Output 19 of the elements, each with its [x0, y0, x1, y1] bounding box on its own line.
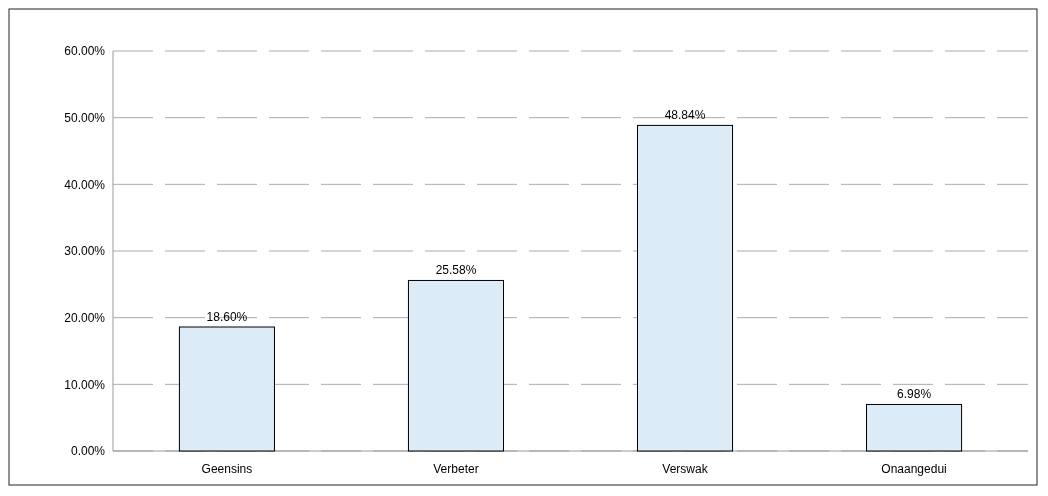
- data-label: 48.84%: [664, 108, 706, 123]
- y-tick-label: 10.00%: [64, 377, 106, 392]
- data-label: 18.60%: [206, 310, 248, 324]
- x-tick-label: Verbeter: [433, 462, 479, 476]
- bar: [407, 279, 505, 452]
- data-label: 6.98%: [897, 387, 932, 402]
- y-tick-label: 50.00%: [64, 110, 106, 125]
- x-tick-label: Onaangedui: [881, 462, 947, 476]
- bar: [636, 124, 734, 452]
- y-tick-label: 30.00%: [64, 244, 106, 259]
- y-tick-label: 0.00%: [70, 444, 106, 459]
- y-tick-label: 20.00%: [64, 310, 106, 325]
- data-label: 25.58%: [435, 263, 477, 278]
- bar: [866, 403, 963, 452]
- x-tick-label: Geensins: [201, 462, 253, 476]
- y-tick-label: 60.00%: [64, 44, 106, 59]
- x-tick-label: Verswak: [662, 462, 709, 476]
- y-tick-label: 40.00%: [64, 177, 106, 192]
- bar: [178, 326, 275, 452]
